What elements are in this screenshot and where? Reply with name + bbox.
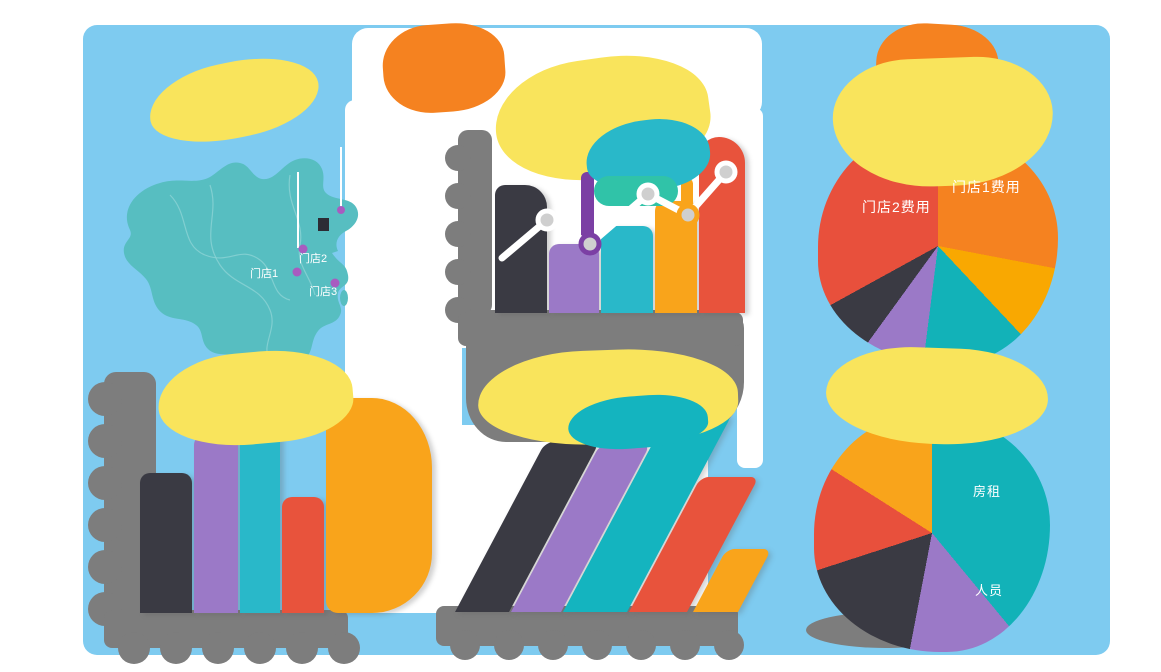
axis-scallop xyxy=(445,145,471,171)
axis-scallop xyxy=(202,632,234,664)
axis-scallop xyxy=(88,508,122,542)
left-bar-5 xyxy=(326,398,432,613)
map-label-store3: 门店3 xyxy=(309,286,338,298)
axis-scallop xyxy=(88,550,122,584)
cost-pie-label-staff: 人员 xyxy=(975,583,1004,598)
axis-scallop xyxy=(445,221,471,247)
axis-scallop xyxy=(88,382,122,416)
province-borders-2 xyxy=(209,184,273,361)
green-band-blob xyxy=(594,176,678,206)
combo-bar-3 xyxy=(601,226,653,313)
orange-stem xyxy=(681,178,693,222)
axis-scallop xyxy=(450,630,480,660)
axis-scallop xyxy=(160,632,192,664)
axis-scallop xyxy=(538,630,568,660)
expense-pie-label-store1: 门店1费用 xyxy=(952,179,1021,195)
cost-pie-label-rent: 房租 xyxy=(973,484,1002,499)
capital-marker xyxy=(318,218,329,231)
axis-scallop xyxy=(494,630,524,660)
province-borders-3 xyxy=(288,174,316,296)
combo-chart-x-axis xyxy=(458,312,743,346)
purple-stem xyxy=(581,172,594,250)
axis-scallop xyxy=(88,424,122,458)
axis-scallop xyxy=(118,632,150,664)
store2-marker-dot xyxy=(298,244,308,254)
map-label-store1: 门店1 xyxy=(250,268,279,280)
axis-scallop xyxy=(244,632,276,664)
cost-pie xyxy=(814,414,1050,652)
axis-scallop xyxy=(714,630,744,660)
map-label-store2: 门店2 xyxy=(299,253,328,265)
china-map-shape xyxy=(123,158,359,374)
axis-scallop xyxy=(445,183,471,209)
axis-scallop xyxy=(626,630,656,660)
left-bar-1 xyxy=(140,473,192,613)
province-borders-1 xyxy=(169,194,291,301)
china-map xyxy=(123,147,359,377)
left-bar-3 xyxy=(240,428,280,613)
axis-scallop xyxy=(286,632,318,664)
left-bar-2 xyxy=(194,435,238,613)
extra-marker-dot xyxy=(337,206,345,214)
taiwan-island xyxy=(340,290,348,306)
axis-scallop xyxy=(88,466,122,500)
store1-marker-dot xyxy=(292,267,302,277)
store3-marker-dot xyxy=(330,278,340,288)
expense-pie-label-store2: 门店2费用 xyxy=(862,199,931,215)
combo-bar-1 xyxy=(495,185,547,313)
axis-scallop xyxy=(582,630,612,660)
axis-scallop xyxy=(445,259,471,285)
left-bar-4 xyxy=(282,497,324,613)
combo-bar-2 xyxy=(549,244,599,313)
axis-scallop xyxy=(328,632,360,664)
axis-scallop xyxy=(670,630,700,660)
